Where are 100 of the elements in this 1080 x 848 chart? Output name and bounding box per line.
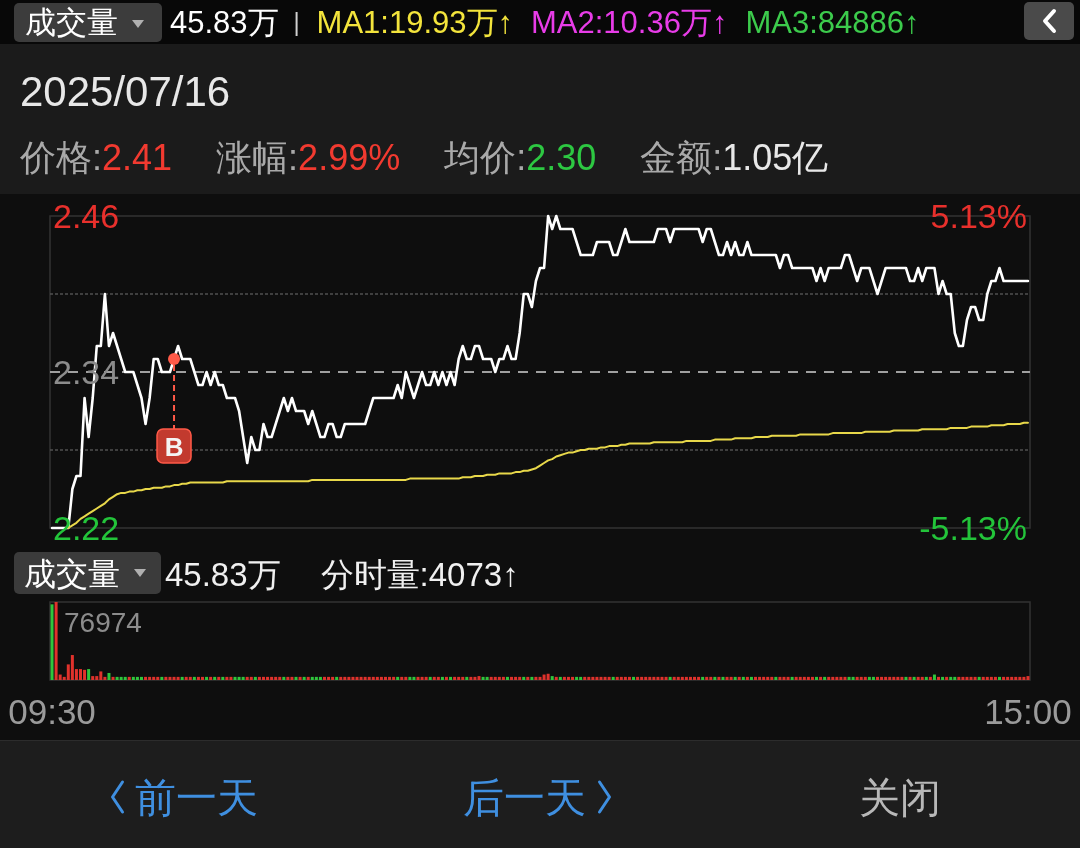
bar (249, 676, 253, 680)
bar (180, 676, 184, 680)
bar (144, 676, 148, 680)
bar (688, 676, 692, 680)
bar (977, 676, 981, 680)
bar (941, 676, 945, 680)
bar (961, 676, 965, 680)
bar (579, 676, 583, 680)
bar (331, 676, 335, 680)
bar (54, 602, 58, 680)
bar (644, 676, 648, 680)
bar (302, 676, 306, 680)
bar (554, 676, 558, 680)
bar (257, 676, 261, 680)
bar (766, 676, 770, 680)
bar (998, 676, 1001, 680)
bar (1014, 676, 1018, 680)
bar (640, 676, 644, 680)
bar (375, 676, 379, 680)
bar (205, 676, 209, 680)
bar (347, 676, 351, 680)
bar (558, 676, 562, 680)
bar (652, 676, 656, 680)
bar (900, 676, 904, 680)
bar (595, 676, 599, 680)
bar (656, 676, 660, 680)
bar (538, 676, 542, 680)
bar (932, 674, 936, 680)
bar (815, 676, 819, 680)
bar (1018, 676, 1022, 680)
bar (465, 676, 469, 680)
bar (550, 676, 554, 680)
bar (810, 676, 814, 680)
bar (737, 676, 741, 680)
bar (351, 676, 355, 680)
bar (827, 676, 831, 680)
bar (278, 676, 282, 680)
bar (1010, 676, 1014, 680)
bar (916, 676, 920, 680)
bar (758, 676, 762, 680)
bar (603, 676, 607, 680)
bar (908, 676, 912, 680)
bar (424, 676, 428, 680)
bar (693, 676, 697, 680)
bar (428, 676, 432, 680)
bar (343, 676, 347, 680)
bar (530, 676, 534, 680)
bar (461, 676, 465, 680)
bar (949, 676, 953, 680)
text: 45.83万 (165, 556, 281, 593)
bar (501, 676, 505, 680)
bar (404, 676, 408, 680)
bar (623, 676, 627, 680)
bar (619, 676, 623, 680)
bar (989, 676, 993, 680)
bar (782, 676, 786, 680)
bar (794, 676, 798, 680)
bar (514, 676, 518, 680)
bar (91, 676, 95, 680)
bar (912, 676, 916, 680)
bar (863, 676, 867, 680)
bar (745, 676, 749, 680)
bar (176, 676, 180, 680)
bar (233, 676, 237, 680)
bar (566, 676, 570, 680)
bar (697, 676, 701, 680)
bar (217, 676, 221, 680)
x-tick-label: 09:30 (8, 692, 96, 731)
y-tick-label: 2.22 (53, 509, 120, 548)
bar (335, 676, 339, 680)
text: 分时量:4073↑ (320, 556, 519, 593)
bar (213, 676, 217, 680)
bar (192, 676, 196, 680)
bar (87, 669, 91, 680)
bar (306, 676, 310, 680)
bar (270, 676, 274, 680)
bar (839, 676, 843, 680)
bar (392, 676, 396, 680)
bar (469, 676, 473, 680)
bar (790, 676, 794, 680)
bar (156, 676, 160, 680)
bar (599, 676, 603, 680)
bar (534, 676, 538, 680)
bar (253, 676, 257, 680)
bar (196, 676, 200, 680)
bar (485, 676, 489, 680)
bar (115, 676, 119, 680)
bar (684, 676, 688, 680)
bar (831, 676, 835, 680)
bar (713, 676, 717, 680)
bar (339, 676, 343, 680)
bar (668, 676, 672, 680)
bar (806, 676, 810, 680)
bar (880, 676, 884, 680)
text: 均价:2.30 (443, 137, 597, 178)
bar (148, 676, 152, 680)
bar (209, 676, 213, 680)
bar (924, 676, 928, 680)
bar (99, 671, 103, 680)
bar (290, 676, 294, 680)
